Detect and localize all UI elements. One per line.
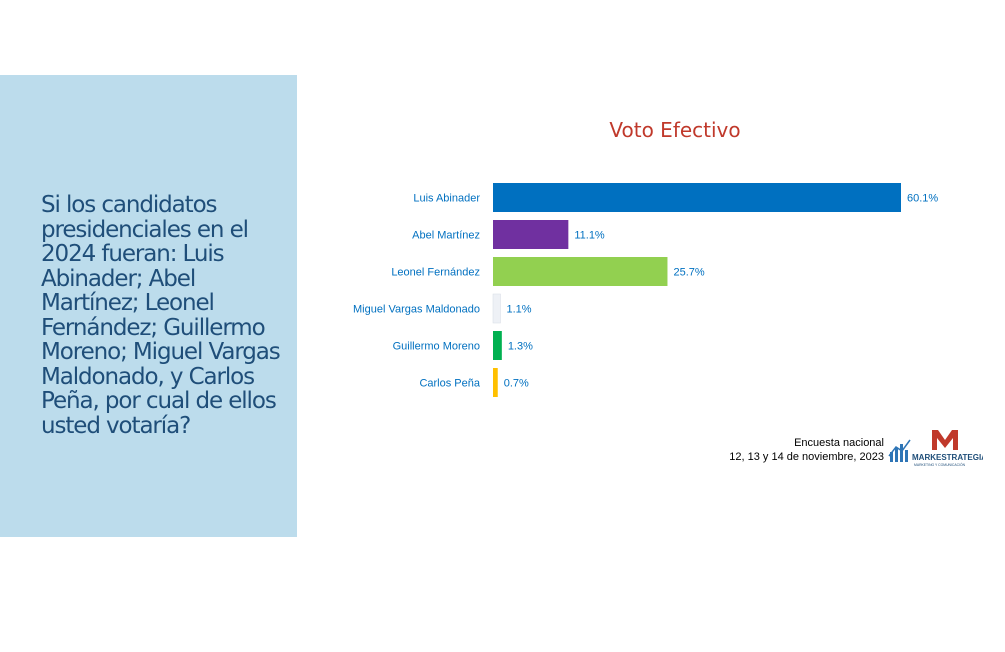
value-label: 1.3% (508, 341, 533, 353)
logo-name: MARKESTRATEGIA (912, 453, 983, 462)
bar (492, 293, 501, 324)
survey-footer: Encuesta nacional 12, 13 y 14 de noviemb… (700, 436, 884, 464)
survey-dates: 12, 13 y 14 de noviembre, 2023 (729, 451, 884, 463)
value-label: 60.1% (907, 193, 938, 205)
value-label: 0.7% (504, 378, 529, 390)
category-label: Miguel Vargas Maldonado (353, 304, 480, 316)
category-label: Leonel Fernández (391, 267, 480, 279)
category-label: Abel Martínez (412, 230, 480, 242)
category-label: Carlos Peña (419, 378, 480, 390)
value-label: 1.1% (506, 304, 531, 316)
value-label: 11.1% (574, 230, 605, 242)
markestrategia-logo: MARKESTRATEGIA MARKETING Y COMUNICACIÓN (888, 430, 983, 467)
bar (493, 257, 668, 286)
survey-name: Encuesta nacional (794, 437, 884, 449)
bar-chart: Luis Abinader 60.1% Abel Martínez 11.1% Leon… (353, 183, 938, 397)
value-label: 25.7% (673, 267, 704, 279)
bar-chart-icon (888, 439, 911, 462)
chart-title: Voto Efectivo (609, 118, 741, 142)
category-label: Luis Abinader (413, 193, 480, 205)
bar (493, 368, 498, 397)
logo-tagline: MARKETING Y COMUNICACIÓN (914, 462, 966, 467)
bar (493, 183, 901, 212)
question-panel (0, 75, 297, 537)
category-label: Guillermo Moreno (393, 341, 480, 353)
bar (493, 220, 569, 249)
survey-question: Si los candidatos presidenciales en el 2… (41, 192, 281, 439)
m-mark-icon (932, 430, 958, 450)
bar (493, 331, 502, 360)
